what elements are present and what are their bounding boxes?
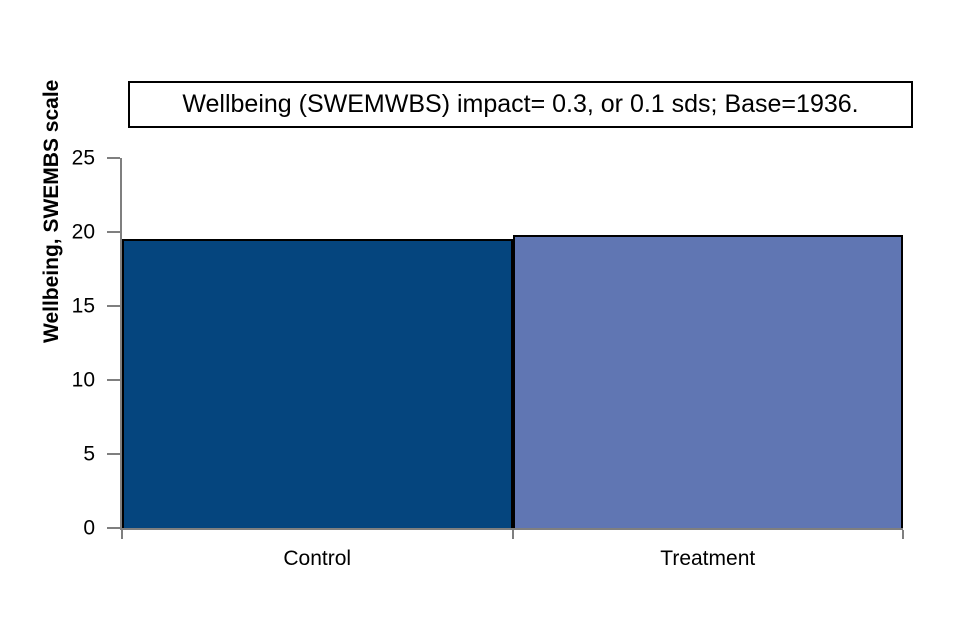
y-axis-tick-label: 25 bbox=[71, 146, 95, 170]
y-axis-tick bbox=[107, 527, 120, 529]
x-axis-tick bbox=[902, 530, 904, 539]
chart-title-box: Wellbeing (SWEMWBS) impact= 0.3, or 0.1 … bbox=[128, 81, 913, 128]
plot-area: 0 5 10 15 20 25 Control Treatment bbox=[72, 148, 904, 569]
y-axis-tick-label: 0 bbox=[83, 516, 95, 540]
x-axis-tick bbox=[121, 530, 123, 539]
y-axis-tick bbox=[107, 453, 120, 455]
bar-treatment bbox=[512, 234, 903, 528]
x-category-label: Treatment bbox=[660, 547, 756, 570]
y-axis-tick-label: 10 bbox=[71, 368, 95, 392]
bar-control bbox=[122, 239, 513, 528]
y-axis-tick bbox=[107, 305, 120, 307]
y-axis-tick-label: 20 bbox=[71, 220, 95, 244]
chart-title: Wellbeing (SWEMWBS) impact= 0.3, or 0.1 … bbox=[182, 90, 859, 118]
y-axis-tick-label: 5 bbox=[83, 442, 95, 466]
y-axis-tick-label: 15 bbox=[71, 294, 95, 318]
y-axis-tick bbox=[107, 231, 120, 233]
y-axis-tick bbox=[107, 157, 120, 159]
x-axis-tick bbox=[511, 530, 514, 539]
y-axis-tick bbox=[107, 379, 120, 381]
x-category-label: Control bbox=[283, 547, 352, 570]
